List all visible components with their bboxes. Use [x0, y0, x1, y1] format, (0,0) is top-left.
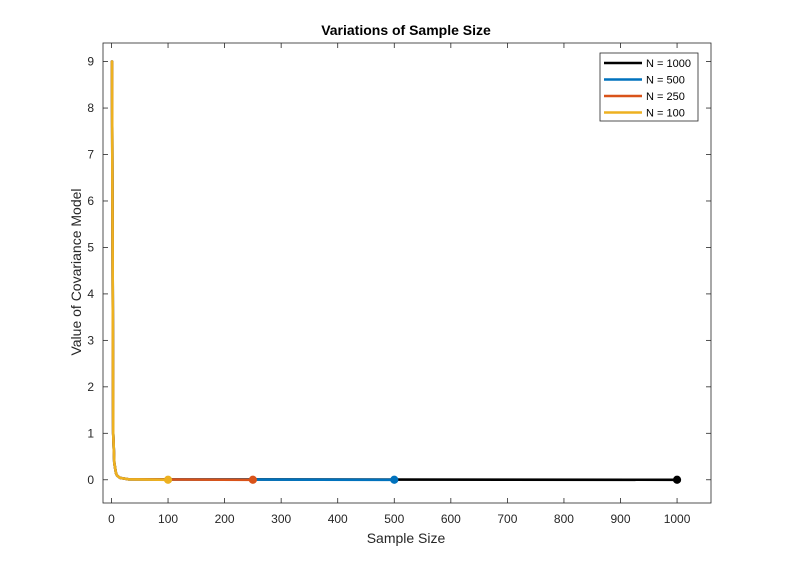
- y-tick-label: 0: [87, 473, 94, 487]
- x-tick-label: 100: [158, 512, 178, 526]
- y-axis-label: Value of Covariance Model: [68, 188, 84, 355]
- legend-box: [599, 52, 699, 122]
- y-tick-label: 5: [87, 240, 94, 254]
- y-tick-label: 8: [87, 101, 94, 115]
- x-tick-label: 0: [108, 512, 115, 526]
- series-end-marker: [248, 475, 257, 484]
- chart-title: Variations of Sample Size: [321, 22, 491, 38]
- series-end-marker: [672, 475, 682, 484]
- y-tick-label: 6: [87, 194, 94, 208]
- y-tick-label: 4: [87, 287, 94, 301]
- series-end-marker: [163, 475, 173, 484]
- x-tick-label: 900: [610, 512, 630, 526]
- series-layer: [110, 60, 682, 484]
- series-line: [110, 60, 255, 482]
- axes-layer: 0 100 200 300 400 500 600 700 800 900 1000 0 1 2 3 4 5 6 7…: [87, 42, 712, 526]
- x-tick-label: 300: [271, 512, 291, 526]
- y-tick-label: 2: [87, 380, 94, 394]
- x-tick-label: 600: [441, 512, 461, 526]
- x-tick-label: 700: [497, 512, 517, 526]
- y-tick-label: 7: [87, 148, 94, 162]
- x-tick-label: 1000: [664, 512, 691, 526]
- series-line: [110, 60, 679, 482]
- legend-label: N = 500: [646, 75, 685, 87]
- legend-label: N = 1000: [646, 58, 691, 70]
- x-tick-label: 400: [328, 512, 348, 526]
- x-tick-label: 200: [215, 512, 235, 526]
- series-line: [110, 60, 170, 482]
- y-tick-label: 1: [87, 426, 94, 440]
- series-line: [110, 60, 396, 482]
- x-tick-label: 800: [554, 512, 574, 526]
- x-axis-label: Sample Size: [367, 530, 446, 546]
- legend: N = 1000 N = 500 N = 250 N = 100: [599, 52, 699, 122]
- plot-frame: [102, 42, 712, 504]
- x-tick-label: 500: [384, 512, 404, 526]
- legend-label: N = 250: [646, 91, 685, 103]
- legend-label: N = 100: [646, 108, 685, 120]
- y-tick-label: 3: [87, 333, 94, 347]
- y-tick-label: 9: [87, 55, 94, 69]
- series-end-marker: [390, 475, 399, 484]
